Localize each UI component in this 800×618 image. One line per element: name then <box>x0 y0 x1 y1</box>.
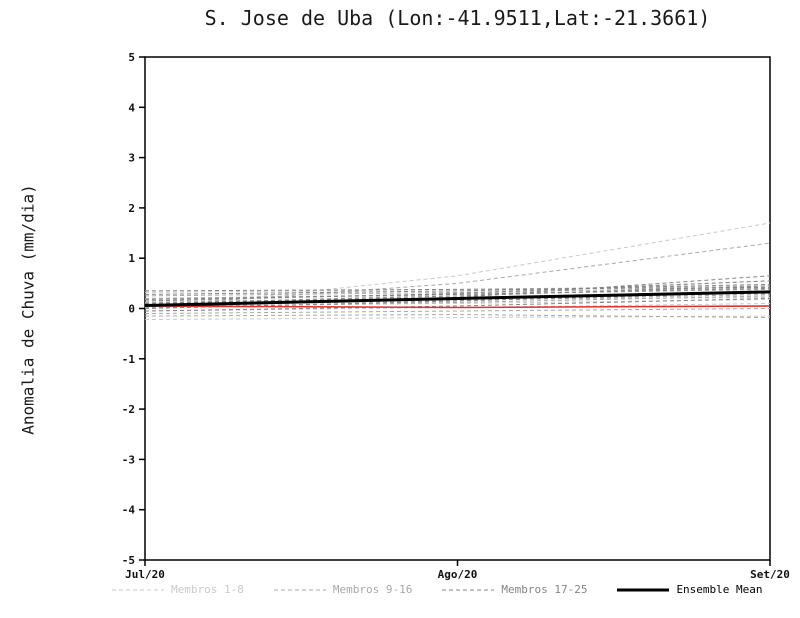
legend-label: Ensemble Mean <box>676 583 763 596</box>
legend-line-swatch <box>273 589 326 590</box>
legend-item: Membros 1-8 <box>112 583 244 596</box>
ensemble-member-line <box>144 295 771 308</box>
legend-item: Membros 9-16 <box>273 583 413 596</box>
y-tick-label: -3 <box>122 453 135 466</box>
x-tick-label: Set/20 <box>750 568 790 581</box>
plot-frame <box>144 56 771 561</box>
chart-title: S. Jose de Uba (Lon:-41.9511,Lat:-21.366… <box>204 6 711 30</box>
ensemble-member-line <box>144 242 771 307</box>
x-tick-label: Jul/20 <box>125 568 165 581</box>
ensemble-member-line <box>144 287 771 300</box>
ensemble-member-line <box>144 314 771 319</box>
ensemble-member-line <box>144 285 771 293</box>
y-tick-label: -2 <box>122 403 135 416</box>
ensemble-member-line <box>144 286 771 292</box>
ensemble-member-line <box>144 315 771 321</box>
y-tick-label: -4 <box>122 504 136 517</box>
legend-label: Membros 1-8 <box>171 583 244 596</box>
legend-line-swatch <box>617 588 670 591</box>
y-tick-label: 5 <box>128 51 135 64</box>
legend-label: Membros 17-25 <box>501 583 588 596</box>
ensemble-member-line <box>144 283 771 295</box>
y-tick-label: -5 <box>122 554 135 567</box>
legend-line-swatch <box>442 589 495 590</box>
ensemble-member-line <box>144 222 771 309</box>
ensemble-member-line <box>144 275 771 305</box>
reference-line <box>144 305 771 309</box>
legend-label: Membros 9-16 <box>332 583 413 596</box>
y-tick-label: -1 <box>122 353 136 366</box>
y-tick-label: 4 <box>128 101 135 114</box>
y-tick-label: 3 <box>128 152 135 165</box>
ensemble-member-line <box>144 285 771 304</box>
legend-item: Ensemble Mean <box>617 583 763 596</box>
ensemble-member-line <box>144 293 771 306</box>
x-tick-label: Ago/20 <box>438 568 478 581</box>
legend: Membros 1-8 Membros 9-16 Membros 17-25 Ense… <box>112 583 763 596</box>
ensemble-mean-line <box>144 290 771 307</box>
ensemble-member-line <box>144 302 771 312</box>
y-tick-label: 0 <box>128 303 135 316</box>
y-tick-label: 2 <box>128 202 135 215</box>
legend-item: Membros 17-25 <box>442 583 587 596</box>
legend-line-swatch <box>112 589 164 590</box>
ensemble-member-line <box>144 297 771 312</box>
ensemble-member-line <box>144 308 771 315</box>
ensemble-member-line <box>144 280 771 302</box>
ensemble-member-line <box>144 288 771 299</box>
y-tick-label: 1 <box>128 252 135 265</box>
